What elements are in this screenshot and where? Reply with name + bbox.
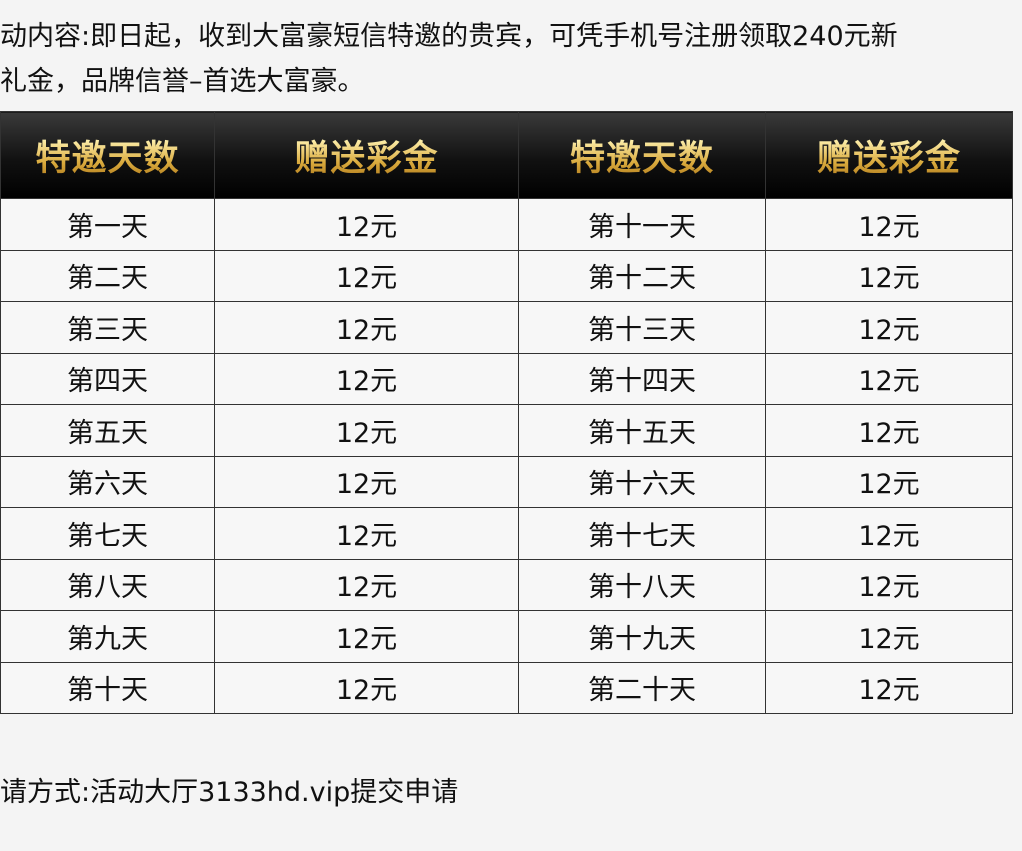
day-cell: 第十七天	[518, 507, 766, 560]
day-cell: 第十三天	[518, 301, 766, 354]
table-row: 第三天 12元 第十三天 12元	[0, 301, 1013, 354]
day-cell: 第十九天	[518, 610, 766, 663]
bonus-cell: 12元	[765, 610, 1013, 663]
activity-description: 动内容:即日起，收到大富豪短信特邀的贵宾，可凭手机号注册领取240元新 礼金，品…	[0, 14, 1022, 104]
bonus-cell: 12元	[214, 455, 519, 508]
table-row: 第十天 12元 第二十天 12元	[0, 661, 1013, 714]
bonus-cell: 12元	[214, 404, 519, 457]
bonus-cell: 12元	[214, 661, 519, 714]
day-cell: 第二天	[0, 249, 215, 302]
bonus-cell: 12元	[765, 558, 1013, 611]
day-cell: 第十四天	[518, 352, 766, 405]
day-cell: 第十一天	[518, 198, 766, 251]
day-cell: 第二十天	[518, 661, 766, 714]
bonus-cell: 12元	[214, 558, 519, 611]
bonus-cell: 12元	[214, 198, 519, 251]
table-row: 第四天 12元 第十四天 12元	[0, 352, 1013, 405]
day-cell: 第三天	[0, 301, 215, 354]
day-cell: 第十六天	[518, 455, 766, 508]
table-row: 第二天 12元 第十二天 12元	[0, 249, 1013, 302]
table-header-row: 特邀天数 赠送彩金 特邀天数 赠送彩金	[0, 111, 1013, 199]
bonus-cell: 12元	[765, 249, 1013, 302]
bonus-cell: 12元	[765, 455, 1013, 508]
bonus-cell: 12元	[765, 404, 1013, 457]
day-cell: 第八天	[0, 558, 215, 611]
bonus-cell: 12元	[765, 661, 1013, 714]
day-cell: 第十二天	[518, 249, 766, 302]
bonus-cell: 12元	[214, 610, 519, 663]
day-cell: 第七天	[0, 507, 215, 560]
table-row: 第九天 12元 第十九天 12元	[0, 610, 1013, 663]
table-row: 第七天 12元 第十七天 12元	[0, 507, 1013, 560]
header-bonus: 赠送彩金	[765, 111, 1013, 199]
bonus-cell: 12元	[214, 249, 519, 302]
table-row: 第一天 12元 第十一天 12元	[0, 198, 1013, 251]
header-days: 特邀天数	[518, 111, 766, 199]
day-cell: 第十五天	[518, 404, 766, 457]
day-cell: 第十天	[0, 661, 215, 714]
day-cell: 第五天	[0, 404, 215, 457]
bonus-cell: 12元	[765, 301, 1013, 354]
day-cell: 第九天	[0, 610, 215, 663]
header-bonus: 赠送彩金	[214, 111, 519, 199]
table-body: 第一天 12元 第十一天 12元 第二天 12元 第十二天 12元 第三天 12元 第十三天 12元第…	[0, 198, 1013, 714]
day-cell: 第一天	[0, 198, 215, 251]
description-line-2: 礼金，品牌信誉–首选大富豪。	[0, 66, 365, 97]
description-line-1: 动内容:即日起，收到大富豪短信特邀的贵宾，可凭手机号注册领取240元新	[0, 21, 898, 52]
bonus-table: 特邀天数 赠送彩金 特邀天数 赠送彩金 第一天 12元 第十一天 12元 第二天 12元第…	[0, 111, 1013, 714]
bonus-cell: 12元	[765, 352, 1013, 405]
day-cell: 第六天	[0, 455, 215, 508]
bonus-cell: 12元	[214, 507, 519, 560]
day-cell: 第十八天	[518, 558, 766, 611]
bonus-cell: 12元	[214, 352, 519, 405]
bonus-cell: 12元	[765, 198, 1013, 251]
table-row: 第五天 12元 第十五天 12元	[0, 404, 1013, 457]
application-method: 请方式:活动大厅3133hd.vip提交申请	[0, 777, 459, 808]
bonus-cell: 12元	[214, 301, 519, 354]
table-row: 第六天 12元 第十六天 12元	[0, 455, 1013, 508]
table-row: 第八天 12元 第十八天 12元	[0, 558, 1013, 611]
day-cell: 第四天	[0, 352, 215, 405]
bonus-cell: 12元	[765, 507, 1013, 560]
header-days: 特邀天数	[0, 111, 215, 199]
